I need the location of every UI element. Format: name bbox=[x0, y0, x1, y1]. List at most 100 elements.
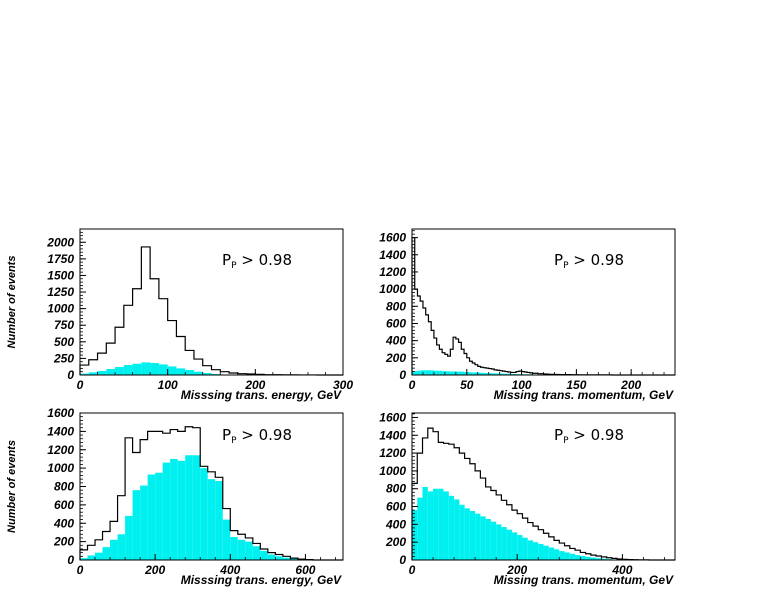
filled-bin bbox=[245, 541, 253, 561]
filled-bin bbox=[477, 372, 481, 375]
filled-bin bbox=[422, 370, 426, 375]
y-tick-label: 2000 bbox=[46, 235, 74, 249]
filled-bin bbox=[185, 455, 193, 560]
filled-bin bbox=[480, 516, 486, 560]
x-tick-label: 200 bbox=[506, 563, 527, 577]
plot-frame bbox=[79, 228, 344, 376]
outline-series bbox=[411, 236, 675, 376]
filled-bin bbox=[222, 519, 231, 560]
y-tick-label: 1400 bbox=[379, 428, 406, 442]
y-tick-label: 750 bbox=[54, 318, 74, 332]
filled-bin bbox=[155, 472, 163, 560]
outline-histogram bbox=[79, 426, 343, 561]
filled-bin bbox=[200, 468, 208, 561]
filled-bin bbox=[202, 373, 212, 375]
x-tick-label: 400 bbox=[219, 563, 240, 577]
filled-bin bbox=[469, 511, 476, 560]
filled-bin bbox=[590, 557, 597, 560]
y-tick-label: 1400 bbox=[379, 248, 406, 262]
filled-bin bbox=[230, 537, 238, 560]
x-tick-label: 400 bbox=[611, 563, 632, 577]
filled-bin bbox=[564, 552, 570, 560]
filled-bin bbox=[117, 534, 126, 560]
x-axis-label: Missing trans. momentum, GeV bbox=[494, 573, 674, 587]
x-tick-label: 50 bbox=[460, 378, 474, 392]
filled-bin bbox=[450, 371, 454, 375]
filled-bin bbox=[464, 371, 467, 375]
filled-bin bbox=[485, 519, 491, 560]
filled-bin bbox=[193, 371, 203, 375]
filled-bin bbox=[511, 532, 518, 560]
y-axis-label: Number of events bbox=[6, 256, 18, 349]
y-tick-label: 400 bbox=[385, 334, 406, 348]
filled-bin bbox=[442, 371, 445, 375]
cut-annotation: PP > 0.98 bbox=[554, 426, 624, 446]
y-tick-label: 400 bbox=[53, 516, 74, 530]
y-tick-label: 0 bbox=[399, 368, 406, 382]
cut-annotation: PP > 0.98 bbox=[222, 251, 292, 271]
filled-bin bbox=[167, 366, 177, 375]
cut-annotation: PP > 0.98 bbox=[554, 251, 624, 271]
y-tick-label: 200 bbox=[53, 535, 74, 549]
y-tick-label: 250 bbox=[53, 351, 74, 365]
filled-bin bbox=[494, 373, 497, 375]
filled-bin bbox=[431, 370, 434, 375]
filled-bin bbox=[490, 521, 497, 560]
filled-bin bbox=[412, 371, 415, 375]
filled-bin bbox=[510, 373, 514, 375]
filled-bin bbox=[106, 369, 116, 375]
filled-bin bbox=[428, 370, 432, 375]
x-tick-label: 200 bbox=[144, 563, 165, 577]
filled-bin bbox=[517, 535, 523, 560]
filled-bin bbox=[177, 460, 186, 560]
filled-bin bbox=[475, 372, 478, 375]
filled-bin bbox=[150, 363, 159, 375]
filled-bin bbox=[80, 373, 89, 375]
filled-bin bbox=[507, 373, 511, 375]
filled-bin bbox=[496, 524, 502, 560]
filled-bin bbox=[472, 372, 476, 375]
filled-bin bbox=[464, 508, 470, 560]
filled-bin bbox=[95, 552, 103, 560]
filled-bin bbox=[466, 371, 470, 375]
filled-bin bbox=[532, 542, 539, 560]
filled-bin bbox=[425, 370, 429, 375]
filled-bin bbox=[427, 491, 434, 560]
filled-bin bbox=[453, 371, 456, 375]
filled-bin bbox=[485, 373, 489, 375]
x-tick-label: 100 bbox=[512, 378, 532, 392]
outline-series bbox=[79, 426, 343, 561]
filled-bin bbox=[548, 547, 555, 560]
filled-bin bbox=[237, 539, 246, 560]
filled-bin bbox=[87, 555, 96, 560]
y-tick-label: 1200 bbox=[47, 443, 74, 457]
filled-bin bbox=[461, 371, 465, 375]
plot-frame bbox=[411, 228, 676, 376]
filled-bin bbox=[176, 368, 186, 375]
filled-bin bbox=[538, 543, 544, 560]
filled-bin bbox=[267, 554, 276, 560]
filled-bin bbox=[80, 558, 88, 560]
filled-bin bbox=[448, 495, 455, 560]
filled-bin bbox=[141, 362, 151, 375]
filled-bin bbox=[260, 550, 268, 560]
y-tick-label: 1500 bbox=[47, 268, 74, 282]
y-tick-label: 1750 bbox=[47, 252, 74, 266]
filled-bin bbox=[215, 480, 223, 560]
filled-bin bbox=[123, 365, 133, 375]
y-tick-label: 600 bbox=[386, 500, 406, 514]
filled-bin bbox=[475, 513, 481, 560]
filled-bin bbox=[506, 529, 512, 560]
filled-bin bbox=[488, 373, 492, 375]
y-tick-label: 1600 bbox=[379, 410, 406, 424]
x-tick-label: 200 bbox=[620, 378, 641, 392]
filled-bin bbox=[505, 373, 508, 375]
filled-bin bbox=[290, 558, 298, 560]
filled-bin bbox=[102, 547, 111, 560]
y-tick-label: 1600 bbox=[379, 231, 406, 245]
filled-bin bbox=[554, 549, 560, 560]
y-tick-label: 1200 bbox=[379, 446, 406, 460]
